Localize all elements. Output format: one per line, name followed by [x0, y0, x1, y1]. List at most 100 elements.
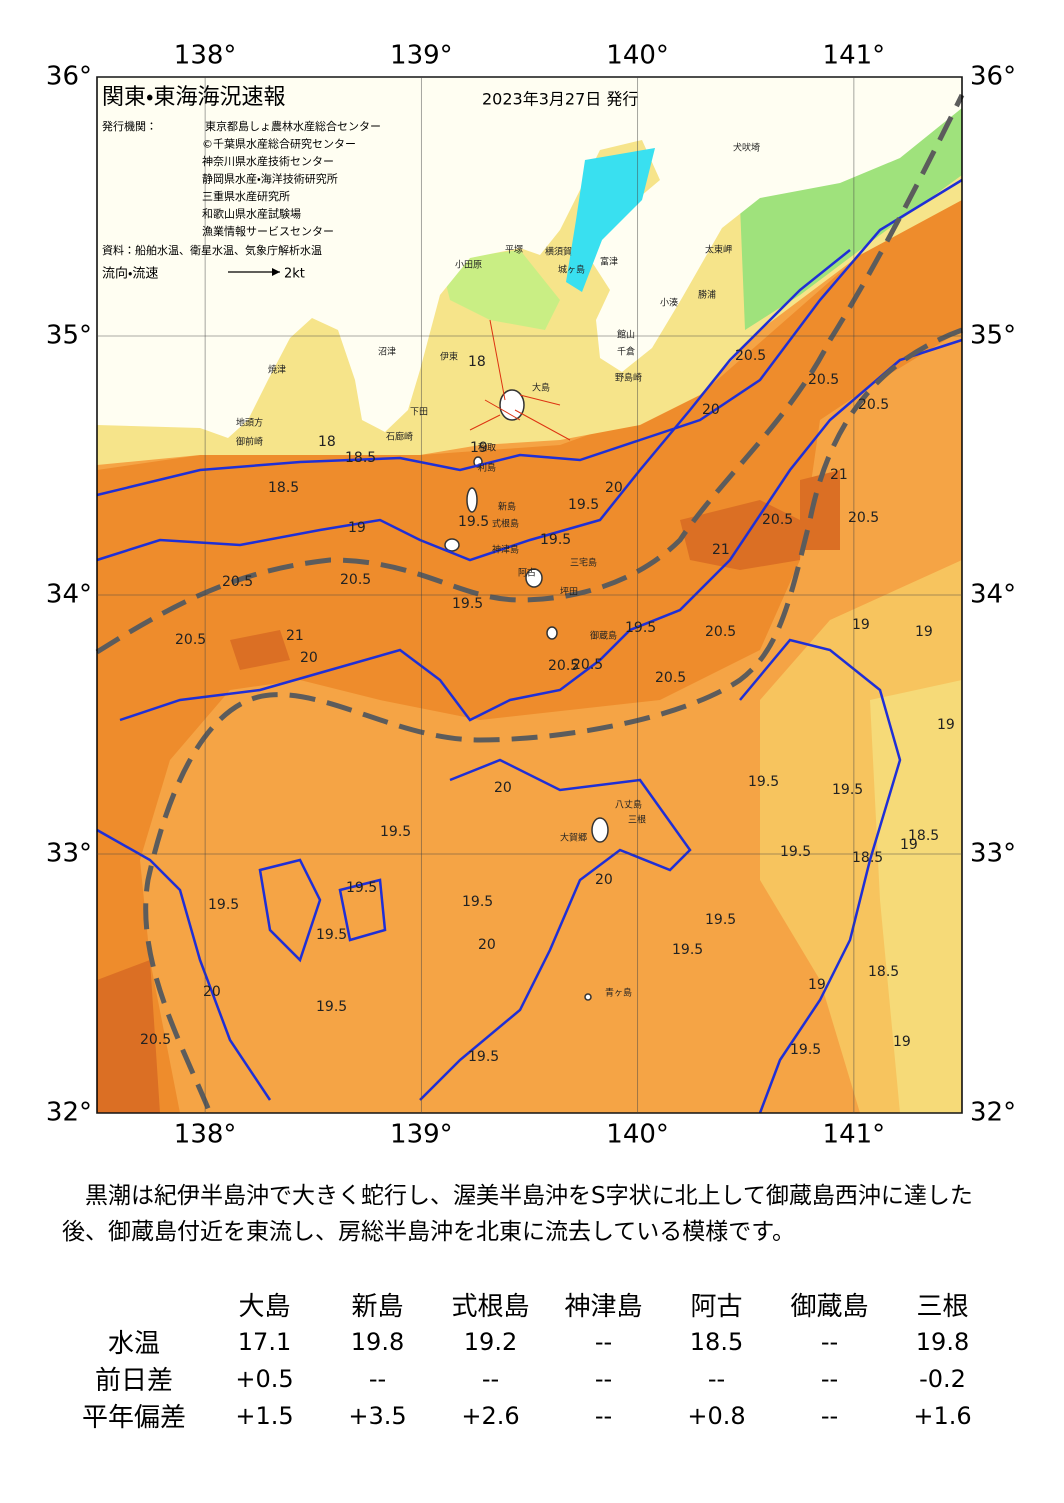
- isotherm-label: 20: [702, 402, 720, 418]
- column-header: 阿古: [690, 1292, 743, 1322]
- lat-tick-label: 35°: [970, 321, 1016, 351]
- isotherm-label: 18.5: [868, 964, 899, 980]
- lat-tick-label: 34°: [970, 580, 1016, 610]
- lon-tick-label: 139°: [390, 41, 453, 71]
- isotherm-label: 18.5: [345, 450, 376, 466]
- lon-tick-label: 138°: [174, 1120, 237, 1150]
- isotherm-label: 19: [915, 624, 933, 640]
- place-name: 富津: [600, 256, 618, 268]
- isotherm-label: 19.5: [790, 1042, 821, 1058]
- island: [591, 817, 609, 843]
- isotherm-label: 19.5: [462, 894, 493, 910]
- isotherm-label: 19: [937, 717, 955, 733]
- isotherm-label: 18.5: [268, 480, 299, 496]
- island: [525, 568, 543, 588]
- isotherm-label: 18.5: [908, 828, 939, 844]
- place-name: 利島: [478, 462, 496, 474]
- place-name: 三宅島: [570, 557, 597, 569]
- table-cell: --: [820, 1327, 839, 1356]
- column-header: 御蔵島: [790, 1292, 869, 1322]
- issuers-label: 発行機関：: [102, 119, 157, 133]
- isotherm: [739, 638, 902, 1114]
- table-cell: +1.5: [235, 1401, 294, 1430]
- isotherm-label: 19.5: [625, 620, 656, 636]
- description: 黒潮は紀伊半島沖で大きく蛇行し、渥美半島沖をS字状に北上して御蔵島西沖に達した後…: [62, 1183, 973, 1245]
- cooler-region: [870, 680, 962, 1113]
- place-name: 野島崎: [615, 372, 642, 384]
- table-cell: --: [707, 1364, 726, 1393]
- row-label: 水温: [107, 1329, 160, 1359]
- issue-date: 2023年3月27日 発行: [482, 90, 638, 109]
- lat-tick-label: 32°: [970, 1098, 1016, 1128]
- bay-water: [566, 148, 655, 292]
- isotherms: [96, 178, 963, 1114]
- place-name: 三根: [628, 814, 646, 826]
- cold-water: [440, 250, 560, 330]
- isotherm-label: 19.5: [452, 596, 483, 612]
- table-header: 大島 新島 式根島 神津島 阿古 御蔵島 三根: [60, 1286, 999, 1323]
- isotherm-label: 19: [852, 617, 870, 633]
- isotherm-label: 20: [605, 480, 623, 496]
- table-cell: +2.6: [461, 1401, 520, 1430]
- table-cell: 19.8: [350, 1327, 405, 1356]
- isotherm: [419, 758, 692, 1101]
- isotherm-label: 21: [830, 467, 848, 483]
- land: [97, 77, 560, 438]
- place-name: 館山: [617, 329, 635, 341]
- isotherm-label: 20.5: [858, 397, 889, 413]
- isotherm-label: 19.5: [672, 942, 703, 958]
- corner-cell: [60, 1286, 208, 1323]
- table-cell: +1.6: [913, 1401, 972, 1430]
- flow-arrow: [469, 319, 571, 441]
- isotherm-label: 19: [893, 1034, 911, 1050]
- issuer: 漁業情報サービスセンター: [202, 224, 334, 238]
- place-name: 大島: [532, 382, 550, 394]
- table-cell: 19.2: [463, 1327, 518, 1356]
- lat-tick-label: 33°: [46, 839, 92, 869]
- isotherm-label: 19.5: [568, 497, 599, 513]
- kuroshio-path: [143, 327, 963, 1114]
- table-row: 平年偏差 +1.5 +3.5 +2.6 -- +0.8 -- +1.6: [60, 1397, 999, 1434]
- isotherm-label: 20: [595, 872, 613, 888]
- place-name: 大賀郷: [560, 832, 587, 844]
- map-title: 関東・東海海況速報: [102, 85, 285, 110]
- place-name: 犬吠埼: [733, 142, 760, 154]
- place-name: 横須賀: [545, 246, 572, 258]
- table-cell: +3.5: [348, 1401, 407, 1430]
- isotherm-label: 19.5: [316, 999, 347, 1015]
- place-name: 御蔵島: [590, 630, 617, 642]
- isotherm-label: 21: [712, 542, 730, 558]
- place-name: 小湊: [660, 297, 678, 309]
- table-cell: --: [368, 1364, 387, 1393]
- table-cell: --: [820, 1401, 839, 1430]
- place-name: 式根島: [492, 518, 519, 530]
- isotherm: [96, 178, 963, 497]
- isotherm-label: 20: [478, 937, 496, 953]
- lat-tick-label: 36°: [970, 62, 1016, 92]
- lon-tick-label: 141°: [823, 41, 886, 71]
- isotherm-label: 20.5: [175, 632, 206, 648]
- isotherm-label: 19: [348, 520, 366, 536]
- isotherm: [119, 338, 963, 722]
- place-name: 八丈島: [615, 799, 642, 811]
- observation-table: 大島 新島 式根島 神津島 阿古 御蔵島 三根 水温 17.1 19.8 19.2 -- 18.5 -- 1…: [60, 1286, 999, 1434]
- row-label: 前日差: [94, 1366, 173, 1396]
- table-row: 前日差 +0.5 -- -- -- -- -- -0.2: [60, 1360, 999, 1397]
- place-name: 伊東: [440, 351, 458, 363]
- place-name: 坪田: [560, 587, 578, 598]
- isotherm-label: 19: [808, 977, 826, 993]
- place-name: 稲取: [478, 442, 496, 454]
- isotherm-label: 19.5: [748, 774, 779, 790]
- table-cell: --: [594, 1401, 613, 1430]
- lon-tick-label: 139°: [390, 1120, 453, 1150]
- isotherm-label: 19.5: [832, 782, 863, 798]
- isotherm-label: 19.5: [468, 1049, 499, 1065]
- lon-tick-label: 140°: [606, 41, 669, 71]
- isotherm-label: 20.5: [340, 572, 371, 588]
- isotherm-label: 19.5: [380, 824, 411, 840]
- column-header: 大島: [238, 1292, 291, 1322]
- isotherm-label: 20: [203, 984, 221, 1000]
- flow-legend-arrowhead: [272, 268, 280, 276]
- isotherm-label: 19.5: [208, 897, 239, 913]
- isotherm-label: 20.5: [808, 372, 839, 388]
